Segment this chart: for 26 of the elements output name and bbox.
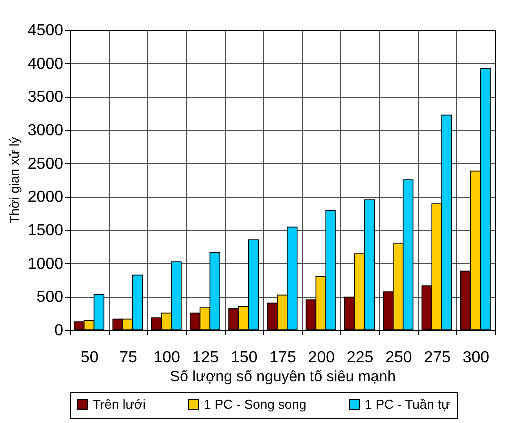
x-tick-label: 50 bbox=[80, 350, 99, 366]
x-tick-label: 100 bbox=[154, 350, 181, 366]
y-tick-label: 2500 bbox=[28, 156, 64, 173]
y-tick-label: 2000 bbox=[28, 189, 64, 206]
x-tick-label: 75 bbox=[120, 350, 138, 366]
y-tick-label: 3500 bbox=[28, 89, 64, 106]
y-tick-label: 1000 bbox=[28, 256, 64, 273]
y-tick-label: 500 bbox=[36, 289, 64, 306]
x-tick-label: 225 bbox=[346, 350, 374, 366]
y-axis-title: Thời gian xử lý bbox=[6, 136, 22, 224]
x-tick-label: 275 bbox=[424, 350, 451, 366]
x-tick-label: 175 bbox=[270, 350, 296, 366]
legend-label: 1 PC - Tuần tự bbox=[365, 396, 451, 412]
x-tick-label: 125 bbox=[192, 350, 220, 366]
x-axis-title: Số lượng số nguyên tố siêu mạnh bbox=[170, 368, 396, 386]
y-tick-label: 3000 bbox=[28, 122, 64, 140]
y-tick-label: 1500 bbox=[28, 222, 64, 240]
y-tick-label: 4500 bbox=[28, 22, 64, 40]
y-tick-label: 4000 bbox=[28, 56, 64, 73]
x-tick-label: 300 bbox=[462, 350, 490, 366]
x-tick-label: 250 bbox=[386, 350, 412, 366]
legend-label: Trên lưới bbox=[93, 396, 146, 412]
x-tick-label: 200 bbox=[308, 350, 336, 366]
y-tick-label: 0 bbox=[54, 322, 64, 340]
legend-label: 1 PC - Song song bbox=[204, 396, 307, 412]
x-tick-label: 150 bbox=[231, 350, 258, 366]
